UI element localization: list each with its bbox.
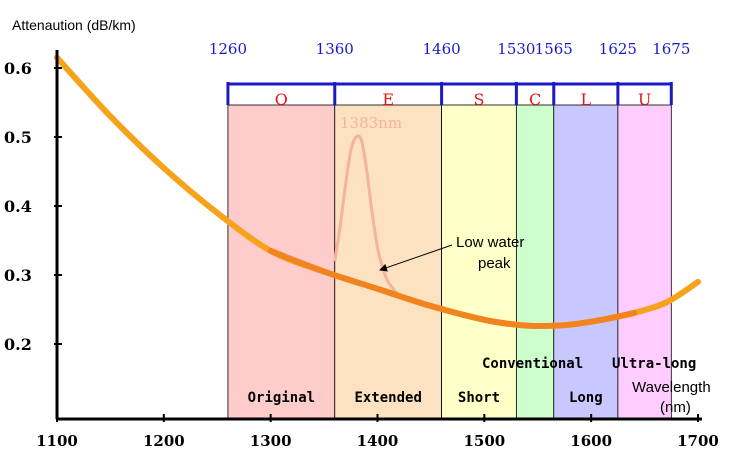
band-letter-u: U <box>638 90 651 109</box>
x-tick-label: 1600 <box>570 432 612 450</box>
band-region-s <box>441 104 517 420</box>
band-region-l <box>553 104 619 420</box>
band-region-e <box>334 104 442 420</box>
water-peak-arrow <box>379 244 453 272</box>
peak-wavelength-label: 1383nm <box>340 114 402 132</box>
band-region-c <box>515 104 555 420</box>
labels: Attenaution (dB/km) Wavelength (nm) 1383… <box>4 17 719 450</box>
x-tick-label: 1100 <box>36 432 78 450</box>
band-region-o <box>227 104 336 420</box>
x-tick-label: 1500 <box>463 432 505 450</box>
band-name-e: Extended <box>354 390 421 406</box>
band-boundary-label: 1260 <box>209 40 247 58</box>
x-axis-label-line1: Wavelength <box>632 379 711 396</box>
band-boundary-label: 1460 <box>423 40 461 58</box>
x-tick-label: 1400 <box>357 432 399 450</box>
water-peak-annotation-line1: Low water <box>456 234 524 251</box>
band-region-u <box>617 104 672 420</box>
y-tick-label: 0.3 <box>4 266 32 285</box>
x-tick-label: 1700 <box>677 432 719 450</box>
band-boundary-label: 1675 <box>652 40 690 58</box>
band-bracket <box>226 82 673 105</box>
x-axis-label-line2: (nm) <box>660 399 691 416</box>
y-axis-label: Attenaution (dB/km) <box>12 17 136 33</box>
water-peak-annotation-line2: peak <box>478 255 511 272</box>
band-letter-s: S <box>474 90 485 109</box>
band-name-c: Conventional <box>482 356 583 372</box>
band-letter-o: O <box>275 90 288 109</box>
band-name-o: Original <box>248 390 315 406</box>
band-boundary-label: 1530 <box>497 40 535 58</box>
band-boundary-label: 1360 <box>316 40 354 58</box>
y-tick-label: 0.2 <box>4 335 32 354</box>
axes <box>54 50 702 422</box>
x-tick-label: 1200 <box>143 432 185 450</box>
band-letter-e: E <box>382 90 394 109</box>
band-letter-c: C <box>529 90 541 109</box>
curves <box>54 54 701 330</box>
band-boundary-label: 1625 <box>599 40 637 58</box>
band-regions <box>227 104 672 420</box>
attenuation-curve-band-segment <box>267 247 637 330</box>
y-tick-label: 0.5 <box>4 128 32 147</box>
y-tick-label: 0.6 <box>4 59 32 78</box>
band-boundary-label: 1565 <box>535 40 573 58</box>
band-name-u: Ultra-long <box>612 356 696 372</box>
y-tick-label: 0.4 <box>4 197 32 216</box>
band-name-l: Long <box>569 390 603 406</box>
band-name-s: Short <box>458 390 500 406</box>
x-tick-label: 1300 <box>250 432 292 450</box>
band-letter-l: L <box>581 90 592 109</box>
